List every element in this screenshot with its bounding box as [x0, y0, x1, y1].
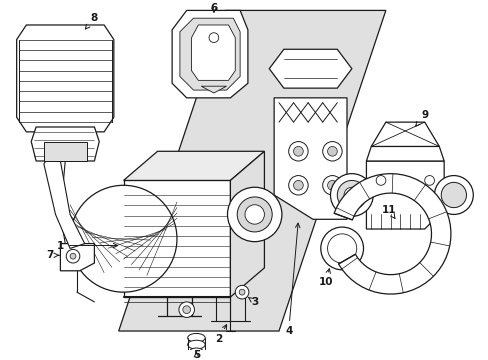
Polygon shape: [230, 151, 264, 297]
Polygon shape: [172, 10, 247, 98]
Polygon shape: [44, 141, 86, 161]
Circle shape: [322, 176, 342, 195]
Circle shape: [208, 33, 218, 42]
Polygon shape: [31, 127, 99, 161]
Polygon shape: [17, 25, 114, 132]
Circle shape: [330, 174, 372, 216]
Text: 4: 4: [285, 223, 299, 336]
Circle shape: [288, 176, 307, 195]
Circle shape: [237, 197, 272, 232]
Circle shape: [235, 285, 248, 299]
Circle shape: [183, 306, 190, 314]
Text: 11: 11: [381, 204, 395, 219]
Circle shape: [375, 176, 385, 185]
Polygon shape: [333, 174, 450, 294]
Text: 9: 9: [415, 110, 427, 126]
Polygon shape: [60, 244, 94, 271]
Circle shape: [327, 180, 337, 190]
Polygon shape: [366, 161, 443, 229]
Circle shape: [337, 180, 366, 210]
Circle shape: [70, 253, 76, 259]
Circle shape: [239, 289, 244, 295]
Text: 6: 6: [210, 4, 217, 13]
Circle shape: [293, 147, 303, 156]
Text: 10: 10: [318, 269, 332, 287]
Polygon shape: [44, 161, 84, 248]
Polygon shape: [269, 49, 351, 88]
Circle shape: [440, 183, 466, 208]
Circle shape: [179, 302, 194, 318]
Circle shape: [227, 187, 281, 242]
Polygon shape: [119, 10, 385, 331]
Text: 7: 7: [46, 250, 59, 260]
Circle shape: [433, 176, 472, 215]
Text: 3: 3: [248, 297, 258, 307]
Ellipse shape: [187, 333, 205, 342]
Ellipse shape: [187, 340, 205, 349]
Polygon shape: [370, 122, 438, 147]
Text: 8: 8: [85, 13, 98, 29]
Text: 1: 1: [57, 240, 118, 251]
Text: 5: 5: [192, 350, 200, 360]
Circle shape: [244, 205, 264, 224]
Circle shape: [327, 234, 356, 263]
Polygon shape: [201, 86, 226, 93]
Circle shape: [320, 227, 363, 270]
Circle shape: [344, 187, 359, 203]
Circle shape: [70, 185, 177, 292]
Circle shape: [327, 147, 337, 156]
Text: 2: 2: [215, 325, 226, 344]
Polygon shape: [274, 98, 346, 219]
Polygon shape: [123, 151, 264, 180]
Ellipse shape: [189, 348, 203, 355]
Circle shape: [424, 176, 433, 185]
Polygon shape: [366, 147, 443, 161]
Circle shape: [322, 141, 342, 161]
Polygon shape: [180, 18, 240, 90]
Circle shape: [288, 141, 307, 161]
Circle shape: [293, 180, 303, 190]
Polygon shape: [123, 180, 230, 297]
Circle shape: [66, 249, 80, 263]
Polygon shape: [191, 25, 235, 80]
